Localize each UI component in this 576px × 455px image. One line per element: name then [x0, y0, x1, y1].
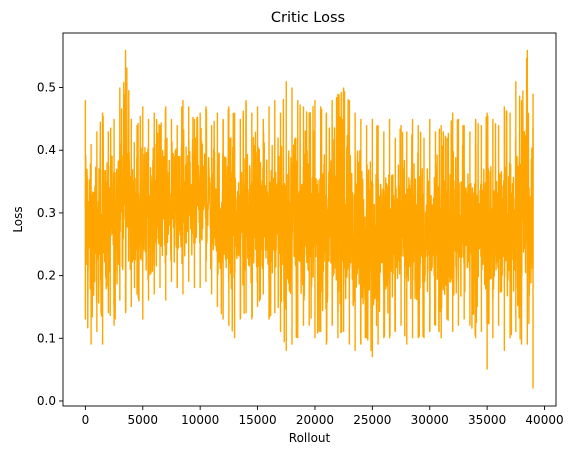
y-axis: 0.0 0.1 0.2 0.3 0.4 0.5 — [37, 81, 63, 408]
x-tick-label: 35000 — [468, 413, 506, 427]
x-tick-label: 15000 — [238, 413, 276, 427]
y-tick-label: 0.1 — [37, 331, 56, 345]
plot-frame — [62, 32, 557, 407]
x-tick-label: 0 — [82, 413, 90, 427]
x-tick-label: 25000 — [353, 413, 391, 427]
y-axis-label: Loss — [11, 206, 25, 232]
x-tick-label: 40000 — [525, 413, 563, 427]
y-tick-label: 0.3 — [37, 206, 56, 220]
x-tick-label: 10000 — [181, 413, 219, 427]
x-axis-label: Rollout — [289, 431, 331, 445]
x-tick-label: 20000 — [296, 413, 334, 427]
y-tick-label: 0.4 — [37, 143, 56, 157]
plot-area — [84, 49, 534, 389]
x-axis: 0 5000 10000 15000 20000 25000 30000 35000 40000 — [82, 406, 564, 427]
x-tick-label: 5000 — [128, 413, 159, 427]
chart-title: Critic Loss — [271, 10, 345, 26]
y-tick-label: 0.5 — [37, 81, 56, 95]
y-tick-label: 0.0 — [37, 394, 56, 408]
y-tick-label: 0.2 — [37, 269, 56, 283]
x-tick-label: 30000 — [411, 413, 449, 427]
